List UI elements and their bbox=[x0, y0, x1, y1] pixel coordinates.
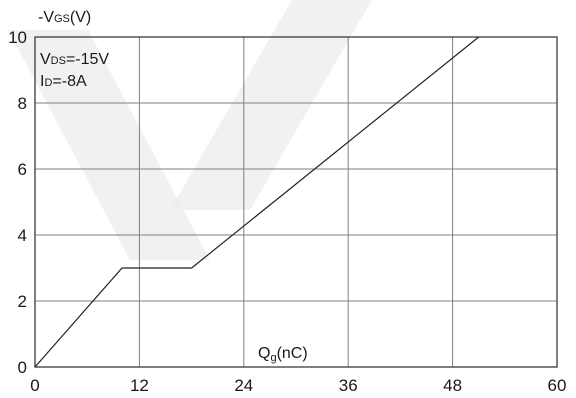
x-tick-label: 36 bbox=[339, 376, 358, 395]
series-layer bbox=[34, 36, 480, 368]
x-tick-label: 0 bbox=[30, 376, 39, 395]
x-tick-label: 12 bbox=[130, 376, 149, 395]
x-tick-label: 60 bbox=[548, 376, 567, 395]
series-line-0 bbox=[34, 36, 480, 368]
y-tick-label: 0 bbox=[18, 358, 27, 377]
y-tick-label: 4 bbox=[18, 226, 27, 245]
x-axis-label: Qg(nC) bbox=[258, 345, 308, 364]
grid bbox=[35, 37, 557, 367]
y-tick-label: 2 bbox=[18, 292, 27, 311]
x-tick-label: 24 bbox=[234, 376, 253, 395]
y-tick-label: 6 bbox=[18, 160, 27, 179]
y-tick-label: 10 bbox=[8, 28, 27, 47]
annotation-id: ID=-8A bbox=[40, 73, 87, 90]
y-tick-label: 8 bbox=[18, 94, 27, 113]
annotation-vds: VDS=-15V bbox=[40, 51, 109, 68]
watermark bbox=[8, 0, 372, 260]
plot-frame bbox=[34, 36, 558, 368]
x-tick-label: 48 bbox=[443, 376, 462, 395]
y-axis-label: -VGS(V) bbox=[38, 9, 91, 26]
